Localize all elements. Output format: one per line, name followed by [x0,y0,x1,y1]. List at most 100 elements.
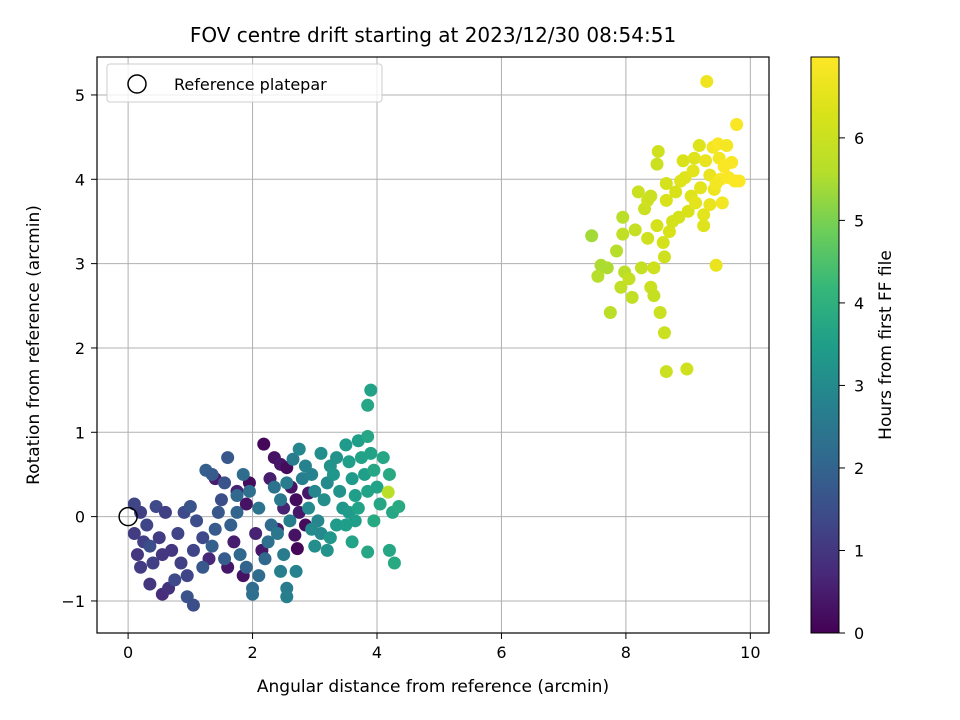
data-point [659,365,673,379]
data-point [186,543,200,557]
data-point [622,272,636,286]
data-point [174,556,188,570]
data-point [290,542,304,556]
data-point [657,250,671,264]
x-tick-label: 6 [496,643,506,662]
data-point [709,258,723,272]
data-point [221,451,235,465]
data-point [158,505,172,519]
y-tick-label: 5 [75,86,85,105]
y-tick-label: 4 [75,170,85,189]
reference-platepar-marker [118,506,138,527]
data-point [676,154,690,168]
data-point [373,497,387,511]
data-point [236,467,250,481]
data-point [320,543,334,557]
data-point [650,219,664,233]
data-point [224,518,238,532]
data-point [252,569,266,583]
plot-frame [96,56,770,634]
data-point [709,177,723,191]
data-point [715,196,729,210]
data-point [218,476,232,490]
colorbar-tick-label: 4 [854,294,864,313]
data-point [616,227,630,241]
data-point [689,196,703,210]
data-point [625,290,639,304]
data-point [143,577,157,591]
data-point [130,548,144,562]
data-point [230,505,244,519]
colorbar-tick-label: 2 [854,459,864,478]
data-point [697,208,711,222]
data-point [305,522,319,536]
data-point [140,518,154,532]
data-point [230,489,244,503]
data-point [323,531,337,545]
data-point [610,244,624,258]
colorbar: 0 1 2 3 4 5 6 Hours from first FF file [810,56,896,643]
data-point [152,531,166,545]
data-point [196,560,210,574]
data-point [647,261,661,275]
data-point [180,569,194,583]
data-point [376,451,390,465]
y-tick-label: −1 [61,592,85,611]
data-point [585,229,599,243]
legend: Reference platepar [106,63,383,103]
data-point [732,174,746,188]
data-point [672,210,686,224]
data-point [725,155,739,169]
data-point [149,499,163,513]
data-point [687,151,701,165]
data-point [614,280,628,294]
data-point [168,573,182,587]
data-point [218,552,232,566]
data-point [345,535,359,549]
chart-title: FOV centre drift starting at 2023/12/30 … [190,23,676,47]
data-point [333,484,347,498]
data-point [659,177,673,191]
data-point [257,437,271,451]
data-point [270,526,284,540]
data-point [644,189,658,203]
data-point [208,522,222,536]
data-point [339,438,353,452]
data-point [669,185,683,199]
data-point [657,326,671,340]
data-point [249,526,263,540]
data-point [342,455,356,469]
data-point [703,198,717,212]
data-point [656,236,670,250]
data-point [697,219,711,233]
data-point [305,467,319,481]
data-point [308,539,322,553]
data-point [280,476,294,490]
data-point [239,560,253,574]
data-point [258,552,272,566]
data-point [692,139,706,153]
data-point [246,587,260,601]
data-point [326,467,340,481]
data-point [361,545,375,559]
data-point [381,485,395,499]
data-point [134,560,148,574]
data-point [653,306,667,320]
legend-box [106,63,383,103]
data-point [641,231,655,245]
legend-label: Reference platepar [174,75,327,94]
data-point [681,204,695,218]
data-point [302,501,316,515]
data-point [267,480,281,494]
data-point [591,269,605,283]
data-point [283,514,297,528]
data-point [662,225,676,239]
data-point [155,548,169,562]
data-point [364,383,378,397]
x-tick-label: 10 [740,643,760,662]
grid-lines [97,57,769,633]
data-point [317,493,331,507]
data-point [330,451,344,465]
data-point [650,157,664,171]
data-point [242,484,256,498]
